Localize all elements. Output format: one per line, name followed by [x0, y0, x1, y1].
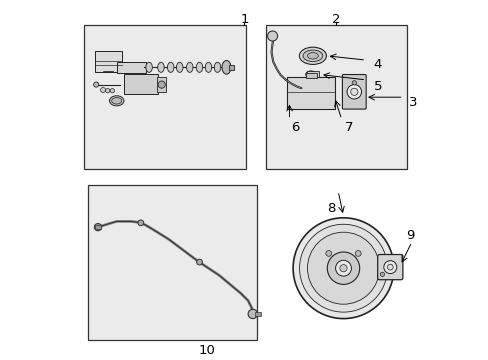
- Ellipse shape: [307, 53, 318, 59]
- FancyBboxPatch shape: [123, 74, 158, 94]
- Text: 8: 8: [326, 202, 334, 215]
- Ellipse shape: [158, 62, 164, 72]
- Text: 2: 2: [331, 13, 340, 26]
- Circle shape: [351, 81, 356, 85]
- Ellipse shape: [222, 60, 230, 74]
- Ellipse shape: [167, 62, 174, 72]
- Circle shape: [94, 224, 102, 231]
- Text: 9: 9: [405, 229, 413, 242]
- FancyBboxPatch shape: [305, 73, 316, 78]
- FancyBboxPatch shape: [95, 51, 122, 72]
- Bar: [88, 185, 257, 340]
- Circle shape: [335, 260, 351, 276]
- Circle shape: [350, 88, 357, 95]
- Bar: [84, 25, 246, 169]
- Circle shape: [94, 82, 99, 87]
- Ellipse shape: [186, 62, 193, 72]
- Circle shape: [307, 232, 379, 304]
- Circle shape: [101, 87, 105, 93]
- Circle shape: [326, 252, 359, 284]
- Ellipse shape: [303, 50, 322, 62]
- Circle shape: [110, 89, 114, 93]
- Circle shape: [105, 89, 110, 93]
- Ellipse shape: [214, 62, 220, 72]
- Text: 5: 5: [373, 80, 381, 93]
- Circle shape: [247, 309, 257, 319]
- Text: 4: 4: [373, 58, 381, 71]
- FancyBboxPatch shape: [286, 77, 335, 109]
- Ellipse shape: [145, 62, 152, 72]
- Circle shape: [196, 259, 202, 265]
- Circle shape: [380, 272, 384, 276]
- Bar: [265, 25, 406, 169]
- FancyBboxPatch shape: [229, 65, 233, 70]
- Circle shape: [383, 261, 396, 274]
- Ellipse shape: [109, 96, 123, 106]
- Text: 6: 6: [290, 121, 299, 134]
- Text: 3: 3: [408, 96, 417, 109]
- Circle shape: [158, 81, 165, 88]
- Circle shape: [138, 220, 143, 226]
- Circle shape: [292, 218, 393, 319]
- Circle shape: [386, 264, 392, 270]
- Circle shape: [325, 251, 331, 256]
- Circle shape: [346, 85, 361, 99]
- FancyBboxPatch shape: [342, 75, 366, 109]
- FancyBboxPatch shape: [117, 62, 145, 73]
- FancyBboxPatch shape: [157, 77, 166, 92]
- Text: 10: 10: [198, 345, 215, 357]
- FancyBboxPatch shape: [95, 225, 101, 229]
- FancyBboxPatch shape: [306, 71, 319, 77]
- Ellipse shape: [196, 62, 203, 72]
- Circle shape: [267, 31, 277, 41]
- Ellipse shape: [176, 62, 183, 72]
- Ellipse shape: [299, 47, 325, 64]
- Ellipse shape: [205, 62, 211, 72]
- FancyBboxPatch shape: [377, 255, 402, 280]
- Ellipse shape: [305, 71, 316, 78]
- Ellipse shape: [111, 98, 122, 104]
- Text: 7: 7: [344, 121, 352, 134]
- Circle shape: [339, 265, 346, 272]
- Circle shape: [299, 224, 386, 312]
- Circle shape: [355, 251, 361, 256]
- Text: 1: 1: [240, 13, 248, 26]
- FancyBboxPatch shape: [255, 312, 260, 316]
